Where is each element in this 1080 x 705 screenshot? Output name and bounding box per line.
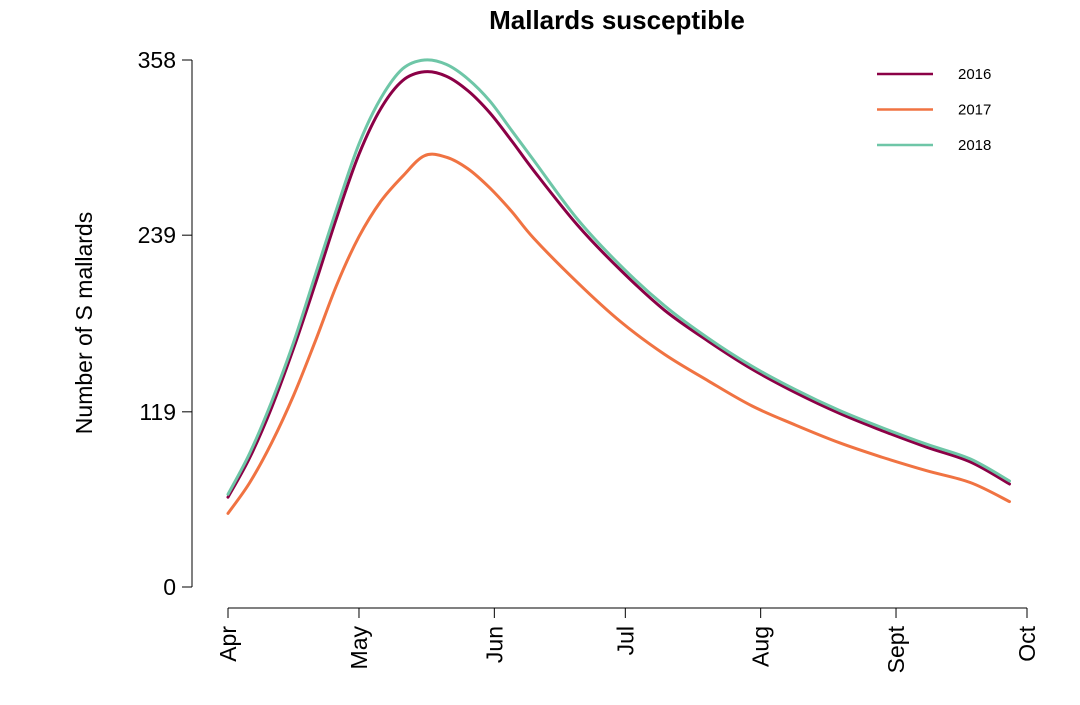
chart-title: Mallards susceptible — [489, 5, 745, 35]
legend-label-2018: 2018 — [958, 137, 991, 154]
legend-label-2017: 2017 — [958, 102, 991, 119]
y-tick-label: 0 — [163, 574, 176, 600]
y-tick-label: 239 — [138, 222, 176, 248]
y-axis-label: Number of S mallards — [71, 212, 97, 434]
series-line-2017 — [226, 152, 1011, 515]
series-line-2016 — [226, 70, 1011, 499]
series-line-2018 — [226, 58, 1011, 496]
y-tick-label: 358 — [138, 47, 176, 73]
legend-label-2016: 2016 — [958, 66, 991, 83]
series-lines — [226, 58, 1011, 515]
x-tick-label: May — [346, 626, 372, 670]
y-tick-label: 119 — [139, 399, 176, 425]
x-tick-label: Sept — [883, 625, 909, 673]
x-tick-label: Jul — [612, 626, 638, 655]
x-tick-label: Aug — [748, 626, 774, 667]
legend: 2016 2017 2018 — [877, 66, 991, 154]
x-tick-label: Apr — [215, 626, 241, 662]
x-axis: Apr May Jun Jul Aug Sept Oct — [215, 607, 1040, 673]
x-tick-label: Jun — [481, 626, 507, 663]
y-axis: 0 119 239 358 — [138, 47, 193, 600]
x-tick-label: Oct — [1014, 625, 1040, 661]
